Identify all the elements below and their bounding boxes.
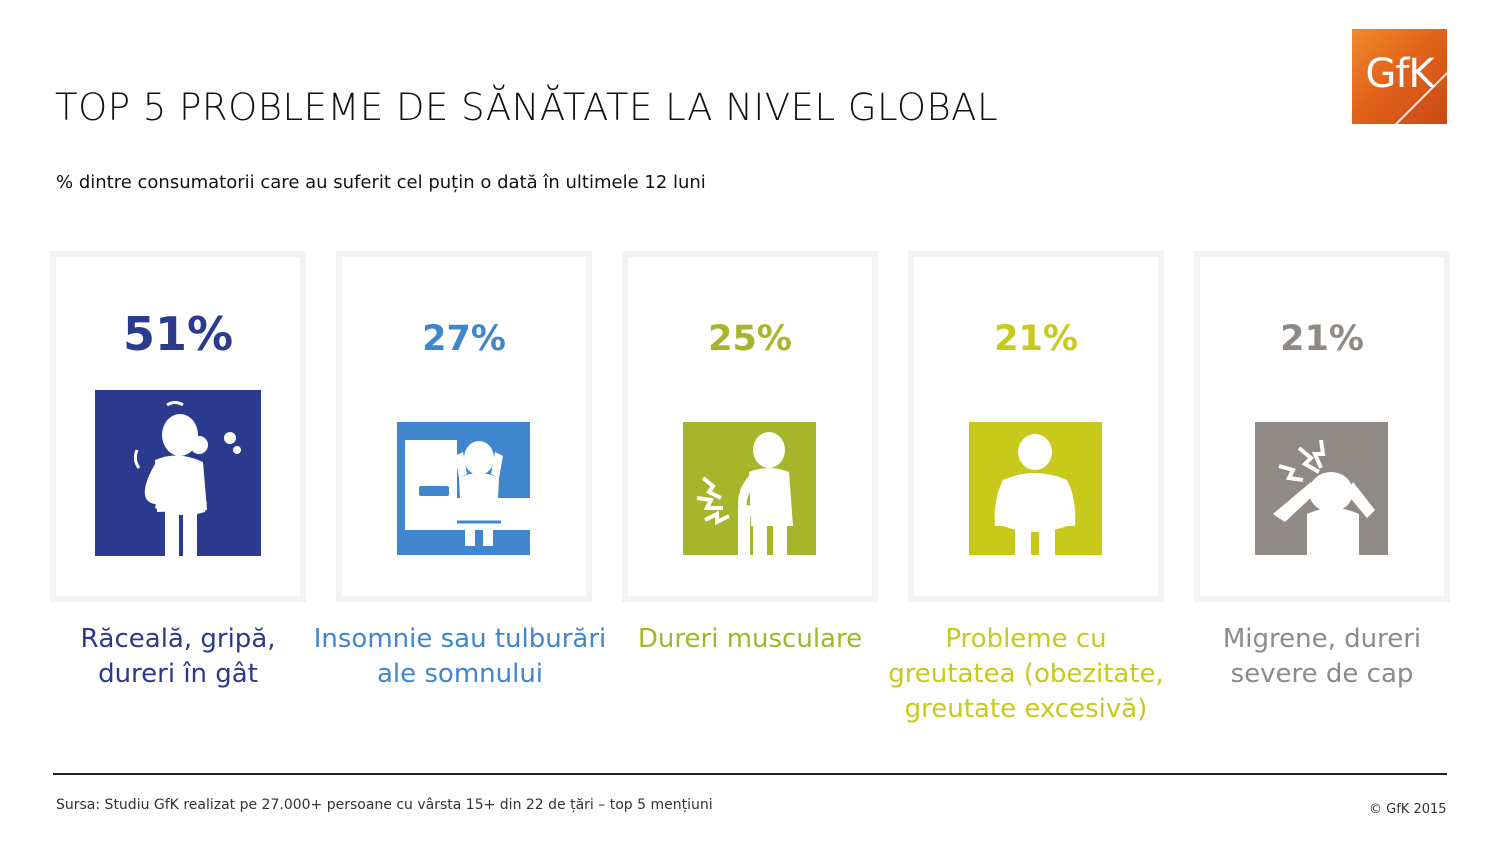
stat-percent: 27%: [422, 319, 506, 359]
muscle-pain-icon: [683, 422, 816, 555]
stat-card-cold-flu: 51%: [50, 251, 306, 602]
stat-percent: 21%: [1280, 319, 1364, 359]
stat-label-cold-flu: Răceală, gripă, dureri în gât: [80, 624, 276, 689]
stat-card-migraine: 21%: [1194, 251, 1450, 602]
sleepless-person-icon: [397, 422, 530, 555]
stat-percent: 25%: [708, 319, 792, 359]
copyright-note: © GfK 2015: [1369, 802, 1447, 817]
overweight-person-icon: [969, 422, 1102, 555]
stat-card-muscle-pain: 25%: [622, 251, 878, 602]
sneezing-person-icon: [95, 390, 261, 556]
stat-card-weight: 21%: [908, 251, 1164, 602]
page-title: TOP 5 PROBLEME DE SĂNĂTATE LA NIVEL GLOB…: [55, 86, 999, 129]
page-subtitle: % dintre consumatorii care au suferit ce…: [56, 172, 706, 193]
stat-label-muscle-pain: Dureri musculare: [637, 624, 863, 654]
headache-person-icon: [1255, 422, 1388, 555]
stat-label-weight: Probleme cu greutatea (obezitate, greuta…: [888, 624, 1164, 724]
stat-percent: 51%: [122, 307, 234, 361]
logo-text: GfK: [1365, 51, 1434, 97]
source-note: Sursa: Studiu GfK realizat pe 27.000+ pe…: [56, 797, 713, 813]
stat-label-insomnia: Insomnie sau tulburări ale somnului: [313, 624, 607, 689]
stat-card-insomnia: 27%: [336, 251, 592, 602]
stat-label-migraine: Migrene, dureri severe de cap: [1222, 624, 1422, 689]
gfk-logo: GfK: [1352, 29, 1447, 124]
footer-divider: [53, 773, 1447, 775]
stat-percent: 21%: [994, 319, 1078, 359]
